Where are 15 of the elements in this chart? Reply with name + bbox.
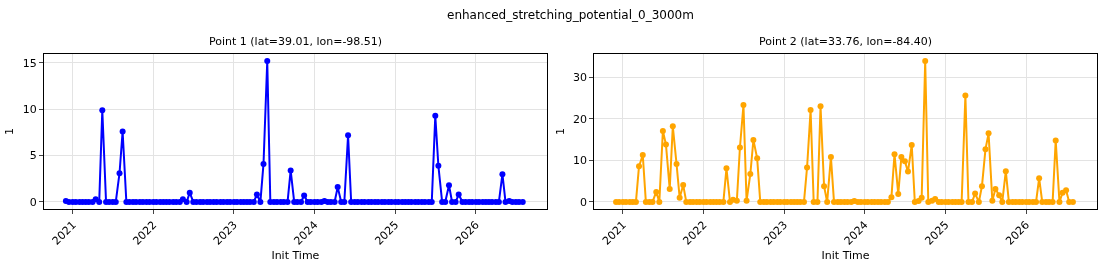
chart-title: Point 1 (lat=39.01, lon=-98.51) (209, 35, 383, 48)
y-tick-label: 10 (572, 154, 587, 168)
y-axis-title: 1 (553, 128, 567, 135)
y-axis-title: 1 (3, 128, 17, 135)
y-tick-label: 15 (22, 56, 37, 70)
y-tick-label: 5 (29, 149, 37, 163)
y-tick-label: 20 (572, 112, 587, 126)
y-tick-label: 30 (572, 71, 587, 85)
text: enhanced_stretching_potential_0_3000m (447, 8, 694, 22)
y-tick-label: 10 (22, 103, 37, 117)
y-tick-label: 0 (579, 195, 587, 209)
chart-title: Point 2 (lat=33.76, lon=-84.40) (759, 35, 933, 48)
x-axis-title: Init Time (821, 248, 870, 262)
y-tick-label: 0 (29, 195, 37, 209)
x-axis-title: Init Time (271, 248, 320, 262)
